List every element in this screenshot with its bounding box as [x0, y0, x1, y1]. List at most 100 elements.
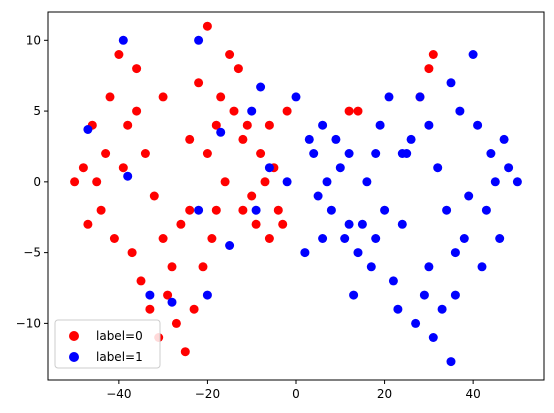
point-label1-56 [194, 35, 204, 45]
point-label0-3 [105, 92, 115, 102]
point-label1-64 [225, 241, 235, 250]
point-label1-25 [490, 177, 500, 187]
point-label1-41 [349, 290, 359, 300]
points-layer [70, 21, 522, 367]
point-label1-15 [371, 149, 381, 158]
point-label1-30 [446, 78, 456, 88]
point-label1-32 [428, 333, 438, 342]
x-tick-label: 40 [466, 387, 481, 401]
point-label0-12 [185, 134, 195, 144]
point-label0-17 [229, 106, 239, 116]
point-label0-50 [211, 120, 221, 130]
point-label0-28 [118, 163, 128, 173]
point-label0-19 [247, 191, 257, 201]
point-label0-35 [180, 347, 190, 357]
point-label1-21 [318, 234, 328, 243]
y-tick-label: 0 [33, 175, 41, 189]
point-label0-40 [225, 50, 235, 59]
point-label1-31 [437, 304, 447, 314]
point-label1-49 [397, 149, 407, 158]
point-label1-60 [167, 297, 177, 307]
point-label1-16 [362, 177, 372, 187]
point-label1-45 [313, 191, 323, 201]
point-label1-47 [450, 248, 460, 258]
point-label0-48 [158, 92, 168, 102]
point-label1-44 [322, 177, 332, 187]
point-label1-59 [145, 290, 155, 300]
point-label1-29 [455, 106, 465, 116]
point-label1-19 [335, 163, 345, 173]
point-label0-36 [189, 304, 199, 314]
ticks-layer: −40 −20 0 20 40 −10 −5 0 5 10 [16, 33, 481, 401]
point-label0-11 [176, 219, 186, 229]
point-label0-23 [282, 106, 292, 116]
y-tick-label: 5 [33, 104, 41, 118]
point-label1-28 [464, 191, 474, 201]
point-label0-0 [78, 163, 88, 173]
point-label0-10 [167, 262, 177, 272]
point-label1-37 [384, 92, 394, 102]
point-label0-49 [185, 205, 195, 215]
point-label1-14 [380, 205, 390, 215]
point-label1-2 [486, 149, 496, 158]
point-label0-22 [273, 205, 283, 215]
point-label1-24 [499, 134, 509, 144]
point-label1-70 [291, 92, 301, 102]
point-label1-66 [256, 82, 266, 92]
point-label1-61 [194, 205, 204, 215]
legend-box [54, 319, 161, 369]
point-label1-20 [326, 205, 336, 215]
point-label0-30 [136, 276, 146, 286]
point-label0-51 [238, 205, 248, 215]
point-label1-38 [375, 120, 385, 130]
x-tick-label: 0 [292, 387, 300, 401]
point-label1-57 [83, 125, 93, 134]
point-label0-41 [233, 64, 243, 74]
point-label0-42 [242, 120, 252, 130]
point-label0-54 [202, 21, 212, 31]
point-label1-62 [202, 290, 212, 300]
point-label1-18 [344, 219, 354, 229]
plot-area [48, 12, 544, 380]
point-label1-39 [366, 262, 376, 272]
point-label0-20 [256, 149, 266, 158]
point-label1-43 [331, 134, 341, 144]
point-label1-52 [318, 120, 328, 130]
point-label1-5 [459, 234, 469, 243]
point-label1-36 [393, 304, 403, 314]
point-label1-42 [340, 234, 350, 243]
point-label1-22 [309, 149, 319, 158]
point-label0-27 [109, 234, 119, 243]
point-label0-44 [260, 177, 270, 187]
point-label0-7 [140, 149, 150, 158]
point-label1-27 [473, 120, 483, 130]
point-label0-34 [171, 318, 181, 328]
point-label0-15 [211, 205, 221, 215]
point-label1-7 [442, 205, 452, 215]
point-label1-6 [450, 290, 460, 300]
point-label0-47 [132, 106, 142, 116]
x-tick-label: −20 [195, 387, 220, 401]
point-label0-46 [278, 219, 288, 229]
point-label0-53 [70, 177, 80, 187]
point-label1-11 [406, 134, 416, 144]
point-label0-16 [220, 177, 230, 187]
point-label0-18 [238, 134, 248, 144]
point-label0-2 [96, 205, 106, 215]
point-label0-26 [101, 149, 111, 158]
point-label1-54 [446, 357, 456, 367]
point-label1-0 [504, 163, 514, 173]
point-label0-24 [83, 219, 93, 229]
point-label1-51 [344, 149, 354, 158]
point-label1-17 [353, 248, 363, 258]
point-label1-8 [433, 163, 443, 173]
point-label1-55 [118, 35, 128, 45]
point-label0-33 [163, 290, 173, 300]
point-label0-25 [92, 177, 102, 187]
point-label0-31 [145, 304, 155, 314]
point-label1-23 [300, 248, 310, 258]
point-label1-34 [411, 318, 421, 328]
x-tick-label: 20 [377, 387, 392, 401]
point-label1-3 [477, 262, 487, 272]
point-label0-38 [207, 234, 217, 243]
